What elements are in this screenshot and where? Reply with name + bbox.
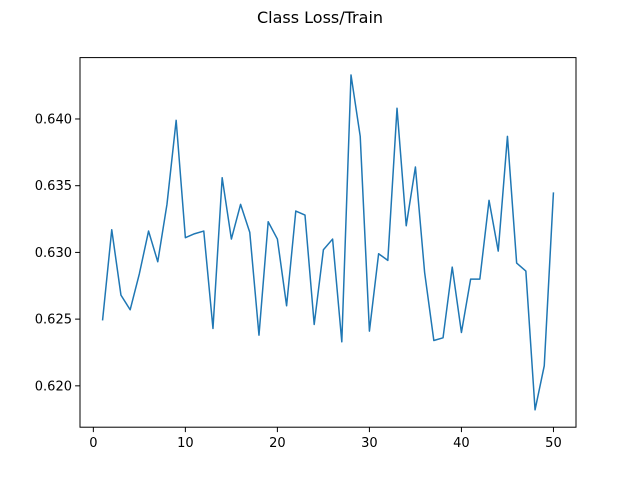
- x-tick-label: 20: [269, 436, 286, 451]
- chart-title: Class Loss/Train: [257, 8, 383, 27]
- y-tick-label: 0.635: [35, 179, 72, 194]
- series-layer: [101, 74, 555, 411]
- ticks-layer: 0 10 20 30 40 50 0.620 0.625 0.630 0.635 0.640: [35, 112, 562, 451]
- y-tick-label: 0.625: [35, 313, 72, 328]
- x-tick-label: 40: [453, 436, 470, 451]
- x-tick-label: 30: [361, 436, 378, 451]
- x-tick-label: 0: [89, 436, 97, 451]
- series-line: [101, 74, 555, 411]
- y-tick-label: 0.640: [35, 112, 72, 127]
- x-tick-label: 10: [177, 436, 194, 451]
- y-tick-label: 0.630: [35, 246, 72, 261]
- x-tick-label: 50: [545, 436, 562, 451]
- y-tick-label: 0.620: [35, 379, 72, 394]
- axes-frame: [79, 57, 577, 428]
